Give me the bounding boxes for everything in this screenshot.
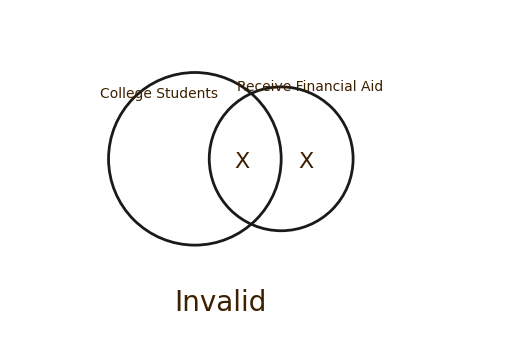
Text: X: X [234,152,249,173]
Text: X: X [298,152,314,173]
Text: Receive Financial Aid: Receive Financial Aid [237,80,383,94]
Text: College Students: College Students [100,87,218,101]
Text: Invalid: Invalid [174,289,266,317]
